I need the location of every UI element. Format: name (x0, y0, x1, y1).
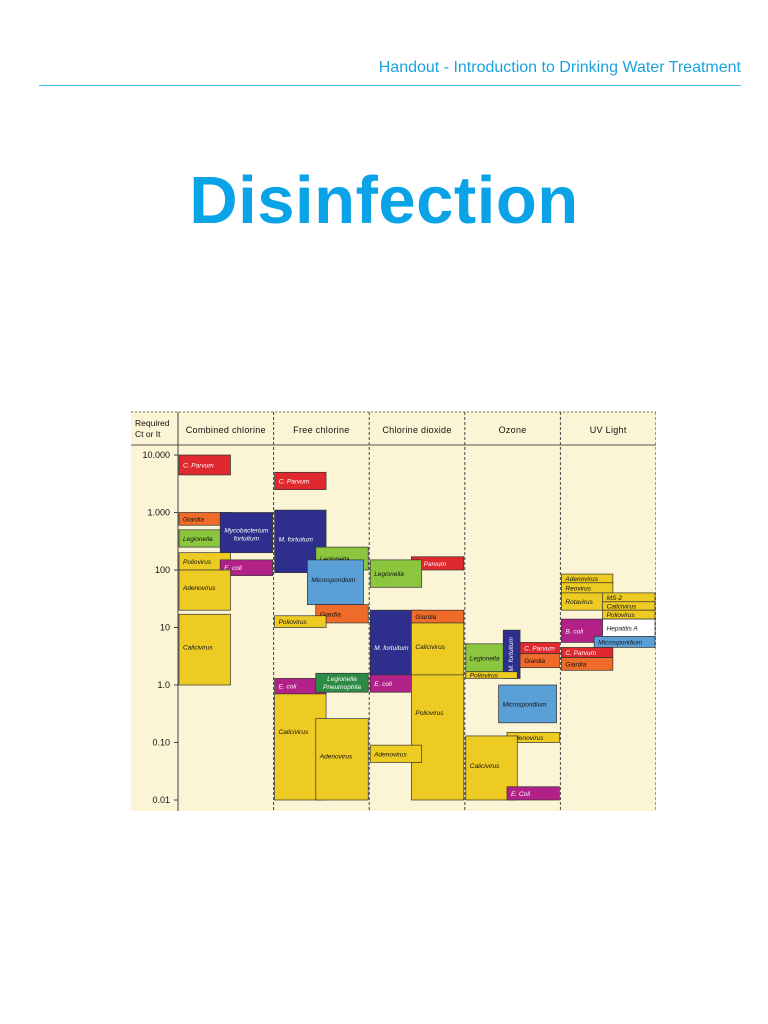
organism-bar (498, 684, 557, 724)
organism-label: Poliovirus (470, 673, 499, 680)
organism-label: M. fortuitum (508, 637, 515, 672)
y-tick-label: 1.0 (157, 680, 170, 690)
y-tick-label: 0.01 (152, 795, 170, 805)
organism-bar (465, 671, 518, 679)
organism-label: B. coli (565, 628, 583, 635)
organism-bar (315, 604, 369, 624)
organism-label: Rotavirus (565, 599, 593, 606)
handout-header-title: Handout - Introduction to Drinking Water… (378, 59, 741, 76)
organism-bar (315, 672, 369, 693)
organism-bar (178, 613, 231, 686)
organism-label: Hepatitis A (607, 625, 638, 632)
organism-label: M. fortuitum (279, 536, 314, 543)
organism-bar (178, 569, 231, 611)
organism-label: Poliovirus (279, 619, 308, 626)
chart-canvas: Required Ct or It Combined chlorine Free ch… (131, 411, 656, 811)
organism-bar (307, 559, 364, 605)
y-tick-label: 10.000 (142, 450, 170, 460)
organism-label: MS-2 (607, 595, 623, 602)
organism-label: E. coli (374, 681, 392, 688)
organism-label: Giardia (524, 658, 545, 665)
organism-label: Adenovirus (319, 754, 353, 761)
page-title: Disinfection (189, 163, 579, 238)
organism-label: Legionella (470, 655, 500, 662)
organism-label: Calicivirus (607, 603, 637, 610)
organism-label: Microsporidium (503, 701, 548, 708)
organism-label: Giardia (565, 661, 586, 668)
organism-label: C. Parvum (279, 478, 310, 485)
organism-bar (411, 674, 465, 801)
organism-bar (593, 636, 656, 648)
header-divider (39, 85, 741, 86)
category-label: Ozone (499, 425, 527, 435)
organism-label: Poliovirus (607, 612, 636, 619)
organism-label: Calicivirus (415, 644, 445, 651)
organism-label: E. coli (224, 565, 242, 572)
organism-bar (561, 657, 614, 671)
organism-bar (519, 653, 560, 669)
organism-label: Reovirus (565, 585, 591, 592)
category-label: Chlorine dioxide (382, 425, 451, 435)
organism-bar (315, 718, 369, 801)
organism-bar (274, 615, 327, 628)
organism-label: Microsporidium (311, 577, 356, 584)
organism-label: Adenovirus (373, 751, 407, 758)
organism-bar (506, 786, 560, 801)
organism-label: Poliovirus (415, 710, 444, 717)
category-label: Combined chlorine (186, 425, 266, 435)
organism-label: Giardia (183, 516, 204, 523)
organism-bar (178, 454, 231, 476)
organism-bar (369, 559, 423, 588)
organism-bar (369, 744, 423, 763)
organism-label: C. Parvum (183, 462, 214, 469)
organism-label: Adenovirus (510, 735, 544, 742)
y-axis-label: Required Ct or It (135, 418, 170, 439)
organism-label: Giardia (415, 614, 436, 621)
organism-label: Microsporidium (598, 639, 643, 646)
organism-label: Calicivirus (183, 645, 213, 652)
organism-bar (219, 559, 273, 576)
organism-label: E. Coli (511, 791, 531, 798)
organism-label: Legionella Pneumophila (323, 676, 361, 691)
category-label: UV Light (590, 425, 627, 435)
organism-label: Calicivirus (279, 729, 309, 736)
organism-label: Legionella (183, 536, 213, 543)
organism-bar (219, 512, 273, 554)
y-tick-label: 1.000 (147, 508, 170, 518)
organism-label: Legionella (374, 571, 404, 578)
organism-label: Calicivirus (470, 763, 500, 770)
organism-label: C. Parvum (524, 646, 555, 653)
y-tick-label: 10 (160, 623, 170, 633)
organism-label: Adenovirus (564, 576, 598, 583)
organism-label: C. Parvum (415, 561, 446, 568)
organism-label: E. coli (279, 684, 297, 691)
category-label: Free chlorine (293, 425, 349, 435)
organism-label: Poliovirus (183, 559, 212, 566)
organism-label: Mycobacterium fortuitum (224, 528, 269, 543)
organism-bar (274, 471, 327, 490)
organism-label: Adenovirus (182, 585, 216, 592)
y-tick-label: 0.10 (152, 738, 170, 748)
disinfection-ct-chart: Required Ct or It Combined chlorine Free ch… (131, 411, 656, 811)
organism-label: Giardia (320, 611, 341, 618)
organism-label: M. fortuitum (374, 645, 409, 652)
organism-label: C. Parvum (565, 650, 596, 657)
y-tick-label: 100 (155, 565, 170, 575)
